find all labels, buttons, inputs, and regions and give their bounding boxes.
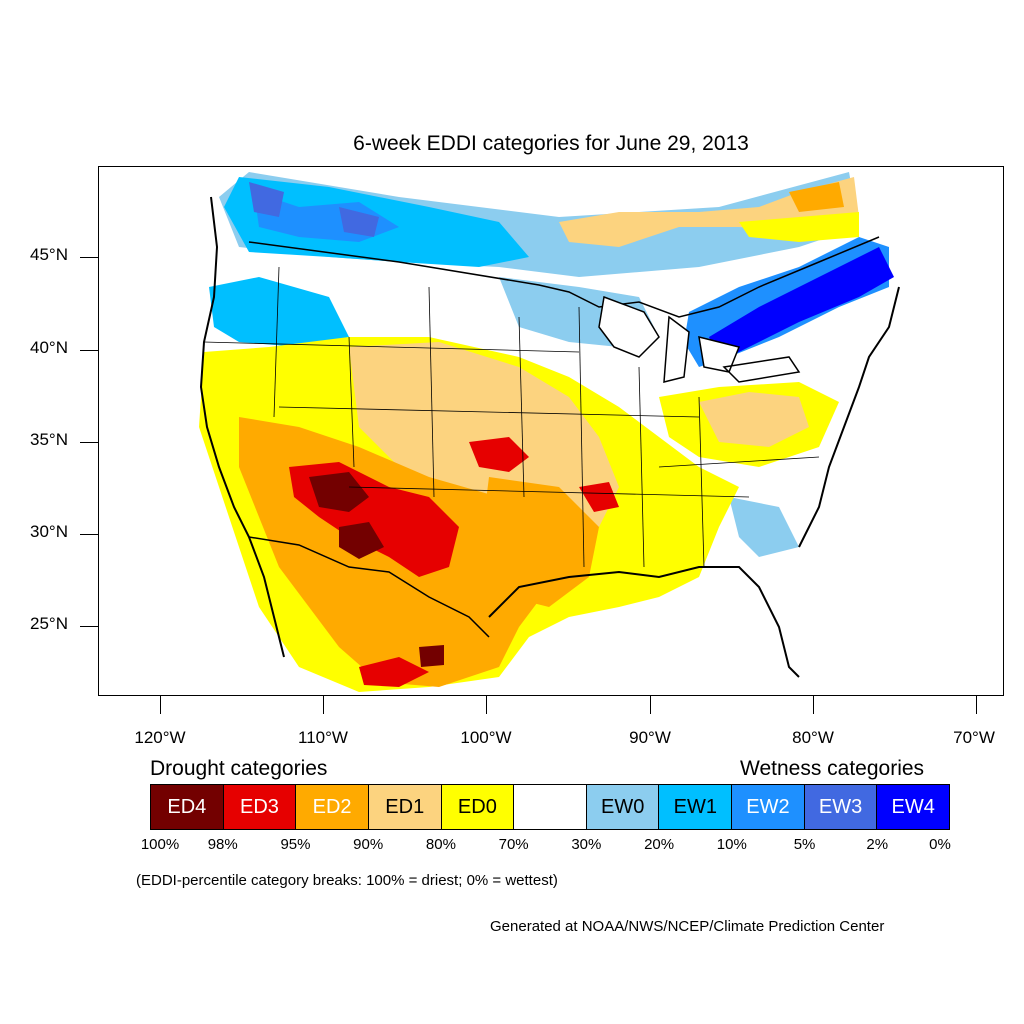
percentile-break-label: 95% xyxy=(280,836,311,853)
lon-tick xyxy=(976,696,977,714)
legend-category: EW2 xyxy=(732,785,805,829)
wetness-heading: Wetness categories xyxy=(740,757,925,780)
lon-label-90w: 90°W xyxy=(629,728,671,747)
region-ed0-ontario xyxy=(739,212,859,242)
region-ed3-mexico xyxy=(359,657,429,687)
lat-tick xyxy=(80,534,98,535)
legend-category: ED0 xyxy=(441,785,515,829)
legend-category: ED2 xyxy=(296,785,369,829)
lat-label-40: 40°N xyxy=(30,338,68,357)
percentile-break-label: 5% xyxy=(793,836,816,853)
coastline-west xyxy=(199,196,285,658)
lat-tick xyxy=(80,442,98,443)
lon-tick xyxy=(323,696,324,714)
lon-tick xyxy=(650,696,651,714)
drought-heading: Drought categories xyxy=(150,757,328,780)
eddi-map xyxy=(199,172,900,692)
percentile-break-label: 2% xyxy=(866,836,889,853)
legend-category: EW3 xyxy=(804,785,878,829)
region-ed2-texas xyxy=(479,477,599,607)
lat-tick xyxy=(80,626,98,627)
lat-label-35: 35°N xyxy=(30,430,68,449)
lat-label-30: 30°N xyxy=(30,522,68,541)
region-ed2-ontario xyxy=(789,182,844,212)
region-ed4-mexico xyxy=(419,645,444,667)
legend-category: EW4 xyxy=(877,785,950,829)
percentile-break-label: 0% xyxy=(929,836,951,853)
region-ed4-fourcorners xyxy=(309,472,369,512)
percentile-break-label: 80% xyxy=(425,836,456,853)
percentile-break-label: 20% xyxy=(644,836,675,853)
map-panel xyxy=(98,166,1004,696)
legend-category: ED3 xyxy=(223,785,297,829)
percentile-break-label: 98% xyxy=(207,836,238,853)
region-ew3-northwest xyxy=(249,182,379,237)
lon-tick xyxy=(160,696,161,714)
lon-label-100w: 100°W xyxy=(460,728,512,747)
state-lines xyxy=(203,266,820,568)
region-ew1-pacificnw xyxy=(209,277,349,347)
lat-tick xyxy=(80,350,98,351)
region-ed3-arkansas xyxy=(579,482,619,512)
lon-label-80w: 80°W xyxy=(792,728,834,747)
region-ed3-kansas xyxy=(469,437,529,472)
lon-label-70w: 70°W xyxy=(953,728,995,747)
percentile-break-label: 70% xyxy=(498,836,529,853)
region-ed1-ohio xyxy=(699,392,809,447)
category-note: (EDDI-percentile category breaks: 100% =… xyxy=(136,872,558,889)
legend-category: ED1 xyxy=(368,785,442,829)
legend-category xyxy=(514,785,587,829)
us-mexico-border xyxy=(248,536,490,638)
coastline-gulf xyxy=(488,566,800,678)
lon-tick xyxy=(486,696,487,714)
great-lakes xyxy=(598,295,801,383)
percentile-break-label: 10% xyxy=(716,836,747,853)
lon-label-120w: 120°W xyxy=(134,728,186,747)
lat-tick xyxy=(80,257,98,258)
lat-label-25: 25°N xyxy=(30,614,68,633)
credit-text: Generated at NOAA/NWS/NCEP/Climate Predi… xyxy=(490,918,885,935)
us-canada-border xyxy=(248,236,880,318)
percentile-break-label: 30% xyxy=(571,836,602,853)
map-title: 6-week EDDI categories for June 29, 2013 xyxy=(353,132,749,155)
legend-category: EW1 xyxy=(659,785,733,829)
lat-label-45: 45°N xyxy=(30,245,68,264)
lon-label-110w: 110°W xyxy=(298,728,348,747)
coastline-east xyxy=(798,286,900,548)
legend-category: ED4 xyxy=(151,785,224,829)
region-ew0-southeast xyxy=(729,497,799,557)
percentile-break-label: 90% xyxy=(353,836,384,853)
legend-colorbar: ED4 ED3 ED2 ED1 ED0 EW0 EW1 EW2 EW3 EW4 xyxy=(150,784,950,830)
region-ed4-arizona xyxy=(339,522,384,559)
lon-tick xyxy=(813,696,814,714)
legend-category: EW0 xyxy=(586,785,660,829)
percentile-break-label: 100% xyxy=(140,836,180,853)
region-ew4-northeast xyxy=(709,247,894,362)
